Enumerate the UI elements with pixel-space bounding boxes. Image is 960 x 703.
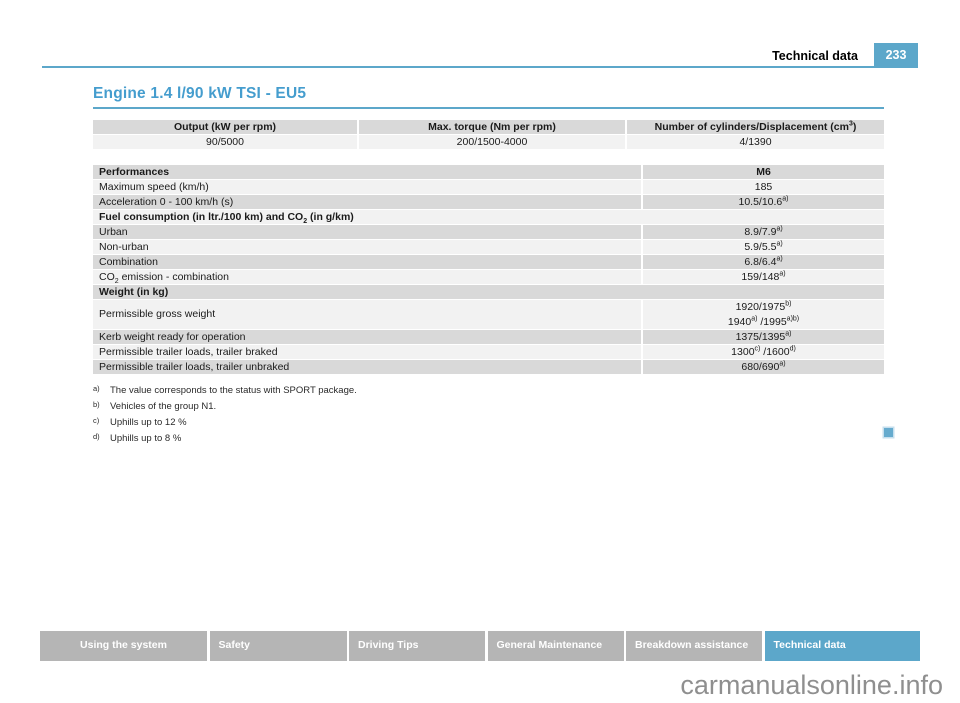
- footnote: a) The value corresponds to the status wi…: [93, 384, 357, 396]
- watermark: carmanualsonline.info: [680, 670, 943, 700]
- section-header-label: Fuel consumption (in ltr./100 km) and CO…: [93, 210, 884, 224]
- page-title: Engine 1.4 l/90 kW TSI - EU5: [93, 85, 307, 102]
- spec-value-row: 90/5000 200/1500-4000 4/1390: [93, 135, 884, 149]
- footnote-marker: a): [93, 384, 100, 393]
- row-value: 1920/1975b) 1940a) /1995a)b): [643, 300, 884, 329]
- table-section-header: Fuel consumption (in ltr./100 km) and CO…: [93, 210, 884, 224]
- title-rule: [93, 107, 884, 109]
- footnote: d) Uphills up to 8 %: [93, 432, 357, 444]
- table-row: Acceleration 0 - 100 km/h (s) 10.5/10.6a): [93, 195, 884, 209]
- row-label: Non-urban: [93, 240, 641, 254]
- row-label: Permissible gross weight: [93, 300, 641, 329]
- row-label: Permissible trailer loads, trailer brake…: [93, 345, 641, 359]
- row-value: 185: [643, 180, 884, 194]
- spec-column-header: Output (kW per rpm): [93, 120, 357, 134]
- table-row: Non-urban 5.9/5.5a): [93, 240, 884, 254]
- tab-general-maintenance[interactable]: General Maintenance: [487, 631, 624, 661]
- footnote-text: Uphills up to 8 %: [110, 433, 182, 444]
- footnote: b) Vehicles of the group N1.: [93, 400, 357, 412]
- row-value: 1300c) /1600d): [643, 345, 884, 359]
- footnote-marker: d): [93, 432, 100, 441]
- table-header-row: Performances M6: [93, 165, 884, 179]
- row-label: Maximum speed (km/h): [93, 180, 641, 194]
- row-label: Kerb weight ready for operation: [93, 330, 641, 344]
- table-row: Permissible trailer loads, trailer brake…: [93, 345, 884, 359]
- row-value-line: 1940a) /1995a)b): [727, 315, 800, 328]
- section-header-label: Weight (in kg): [93, 285, 884, 299]
- table-row: Combination 6.8/6.4a): [93, 255, 884, 269]
- footnote-marker: b): [93, 400, 100, 409]
- footnote-text: The value corresponds to the status with…: [110, 385, 357, 396]
- footnotes: a) The value corresponds to the status wi…: [93, 384, 357, 450]
- footnote-text: Vehicles of the group N1.: [110, 401, 217, 412]
- table-section-header: Weight (in kg): [93, 285, 884, 299]
- header-rule: [42, 66, 874, 68]
- row-value: 1375/1395a): [643, 330, 884, 344]
- footer-tabs: Using the system Safety Driving Tips Genera…: [40, 631, 920, 661]
- row-value: 8.9/7.9a): [643, 225, 884, 239]
- tab-technical-data[interactable]: Technical data: [764, 631, 920, 661]
- spec-column-header: Max. torque (Nm per rpm): [359, 120, 625, 134]
- row-value: 6.8/6.4a): [643, 255, 884, 269]
- row-value: 5.9/5.5a): [643, 240, 884, 254]
- row-label: Performances: [93, 165, 641, 179]
- tab-safety[interactable]: Safety: [209, 631, 347, 661]
- table-row: Urban 8.9/7.9a): [93, 225, 884, 239]
- row-label: Permissible trailer loads, trailer unbra…: [93, 360, 641, 374]
- table-row: CO2 emission - combination 159/148a): [93, 270, 884, 284]
- section-end-marker: [884, 428, 893, 437]
- footnote-marker: c): [93, 416, 100, 425]
- spec-value: 4/1390: [627, 135, 884, 149]
- spec-column-header: Number of cylinders/Displacement (cm3): [627, 120, 884, 134]
- row-label: Urban: [93, 225, 641, 239]
- table-row: Permissible gross weight 1920/1975b) 1940a…: [93, 300, 884, 329]
- tab-using-the-system[interactable]: Using the system: [40, 631, 207, 661]
- row-label: Combination: [93, 255, 641, 269]
- tab-breakdown-assistance[interactable]: Breakdown assistance: [626, 631, 762, 661]
- row-label: Acceleration 0 - 100 km/h (s): [93, 195, 641, 209]
- footnote: c) Uphills up to 12 %: [93, 416, 357, 428]
- table-row: Permissible trailer loads, trailer unbra…: [93, 360, 884, 374]
- row-label: CO2 emission - combination: [93, 270, 641, 284]
- row-value: 10.5/10.6a): [643, 195, 884, 209]
- header-section-label: Technical data: [772, 49, 858, 63]
- spec-value: 200/1500-4000: [359, 135, 625, 149]
- footnote-text: Uphills up to 12 %: [110, 417, 187, 428]
- engine-spec-table: Output (kW per rpm) Max. torque (Nm per r…: [93, 120, 884, 150]
- spec-value: 90/5000: [93, 135, 357, 149]
- table-row: Maximum speed (km/h) 185: [93, 180, 884, 194]
- row-value: 680/690a): [643, 360, 884, 374]
- tab-driving-tips[interactable]: Driving Tips: [349, 631, 485, 661]
- table-row: Kerb weight ready for operation 1375/1395…: [93, 330, 884, 344]
- row-value: 159/148a): [643, 270, 884, 284]
- performance-table: Performances M6 Maximum speed (km/h) 185 Acc…: [93, 165, 884, 375]
- row-value-line: 1920/1975b): [735, 300, 792, 314]
- spec-header-row: Output (kW per rpm) Max. torque (Nm per r…: [93, 120, 884, 134]
- row-value: M6: [643, 165, 884, 179]
- page-number-badge: 233: [874, 43, 918, 68]
